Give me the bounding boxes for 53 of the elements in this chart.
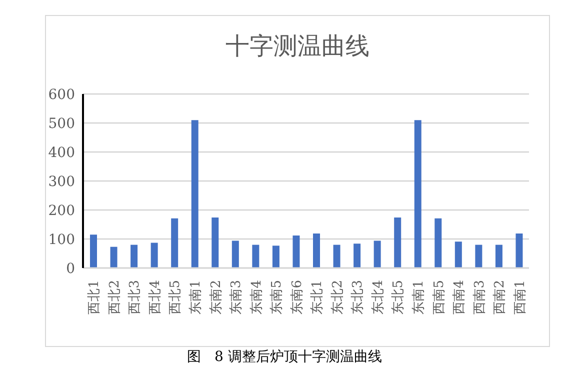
bar (333, 244, 340, 268)
x-tick-label: 西北4 (148, 280, 163, 314)
y-tick-label: 200 (48, 202, 75, 219)
x-tick-label: 东北5 (391, 280, 406, 314)
y-tick-label: 0 (66, 260, 75, 277)
bar (272, 246, 280, 268)
bar (414, 120, 422, 268)
x-tick-label: 东北1 (310, 280, 326, 314)
bar (191, 120, 198, 268)
x-tick-label: 东南1 (188, 280, 204, 314)
y-tick-label: 400 (48, 144, 75, 161)
y-tick-label: 500 (48, 116, 75, 132)
bar (110, 246, 118, 268)
bar (130, 244, 138, 268)
x-tick-label: 西北2 (107, 280, 122, 314)
bar (313, 233, 320, 268)
x-tick-label: 东南1 (412, 280, 426, 314)
bar (171, 218, 178, 268)
y-tick-label: 100 (48, 232, 75, 248)
y-tick-label: 300 (48, 174, 75, 190)
bar (252, 244, 260, 268)
bar (434, 218, 442, 268)
bar (454, 242, 462, 268)
x-tick-label: 西北5 (168, 280, 184, 314)
x-tick-label: 东南5 (270, 280, 285, 314)
x-tick-label: 西南2 (492, 280, 508, 314)
x-tick-label: 东北4 (370, 280, 386, 314)
x-tick-label: 东南2 (208, 280, 224, 314)
x-tick-label: 西南3 (472, 280, 488, 314)
x-tick-label: 东北2 (330, 280, 346, 314)
x-tick-label: 东南4 (249, 280, 264, 314)
bar (354, 244, 361, 268)
chart-title: 十字测温曲线 (224, 31, 370, 62)
bar (475, 244, 482, 268)
caption: 图 8 调整后炉顶十字测温曲线 (186, 348, 383, 366)
bar (495, 244, 502, 268)
x-tick-label: 东南3 (229, 280, 244, 314)
x-tick-label: 西北3 (128, 280, 143, 314)
bar (394, 218, 402, 268)
bar (292, 236, 300, 268)
x-tick-label: 东南6 (290, 280, 305, 314)
bar (150, 242, 158, 268)
x-tick-label: 西南1 (512, 280, 528, 314)
bar (90, 234, 97, 268)
x-tick-label: 西北1 (87, 280, 102, 314)
bar (374, 240, 381, 268)
x-tick-label: 东北3 (350, 280, 366, 314)
bar (212, 218, 219, 268)
x-tick-label: 西南5 (432, 280, 447, 314)
y-tick-label: 600 (48, 86, 75, 103)
x-tick-label: 西南4 (452, 280, 468, 314)
bar (232, 240, 239, 268)
bar (516, 233, 523, 268)
